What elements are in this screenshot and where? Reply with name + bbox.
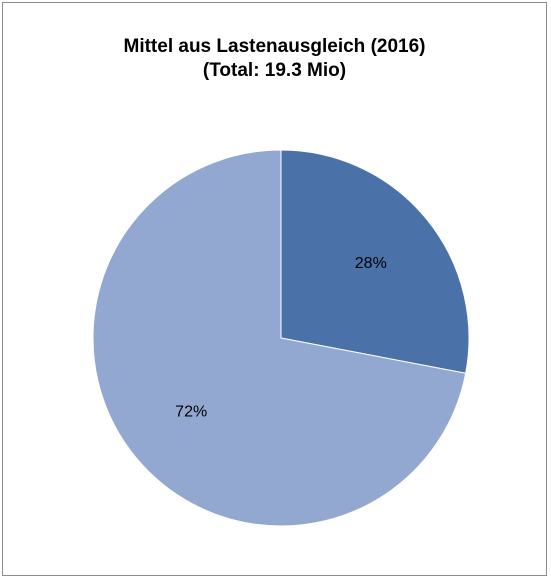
pie-slice-label-2: 72%: [175, 404, 207, 421]
chart-title: Mittel aus Lastenausgleich (2016) (Total…: [3, 35, 546, 83]
chart-subtitle-line: (Total: 19.3 Mio): [202, 60, 347, 81]
chart-frame: Mittel aus Lastenausgleich (2016) (Total…: [2, 2, 547, 576]
chart-title-line: Mittel aus Lastenausgleich (2016): [123, 36, 426, 57]
pie-slice-label-1: 28%: [355, 255, 387, 272]
pie-chart: 28% 72%: [92, 149, 470, 527]
pie-slice-2: [92, 149, 467, 527]
pie-slices: [92, 149, 470, 527]
pie-labels: 28% 72%: [175, 255, 387, 421]
pie-slice-1: [280, 149, 470, 374]
